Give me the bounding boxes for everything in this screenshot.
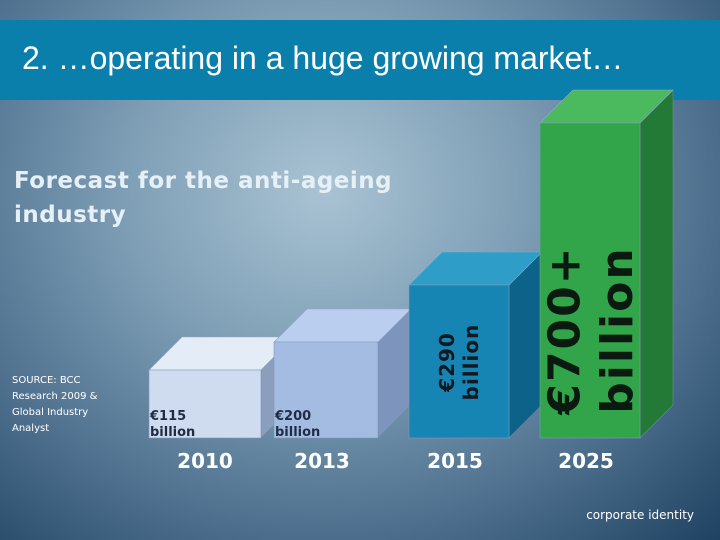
x-tick-label-2013: 2013 xyxy=(294,449,350,473)
footer-text: corporate identity xyxy=(586,508,694,522)
data-label-2010-1: €115 xyxy=(149,409,186,424)
data-label-2013-1: €200 xyxy=(274,409,311,424)
bar-front-2025 xyxy=(539,122,641,439)
data-label-2025-2: billion xyxy=(592,246,643,413)
bar-front-2013 xyxy=(273,341,379,439)
bar-2025: €700+ billion xyxy=(539,89,674,439)
x-tick-label-2010: 2010 xyxy=(177,449,233,473)
slide-title: 2. …operating in a huge growing market… xyxy=(22,40,624,76)
data-label-2025-1: €700+ xyxy=(539,245,590,415)
x-tick-label-2025: 2025 xyxy=(558,449,614,473)
bar-front-2015 xyxy=(408,284,510,439)
title-bar xyxy=(0,20,720,100)
x-tick-label-2015: 2015 xyxy=(427,449,483,473)
data-label-2010-2: billion xyxy=(150,425,195,440)
data-label-2015-1: €290 xyxy=(435,332,459,393)
data-label-2013-2: billion xyxy=(275,425,320,440)
bar-front-2010 xyxy=(148,369,262,439)
bar-2015: €290 billion xyxy=(408,251,543,439)
data-label-2015-2: billion xyxy=(459,324,483,401)
chart-subtitle: Forecast for the anti-ageing industry xyxy=(14,168,393,228)
bar-side-2025 xyxy=(639,89,674,439)
source-note: SOURCE: BCC Research 2009 & Global Indus… xyxy=(12,375,98,434)
